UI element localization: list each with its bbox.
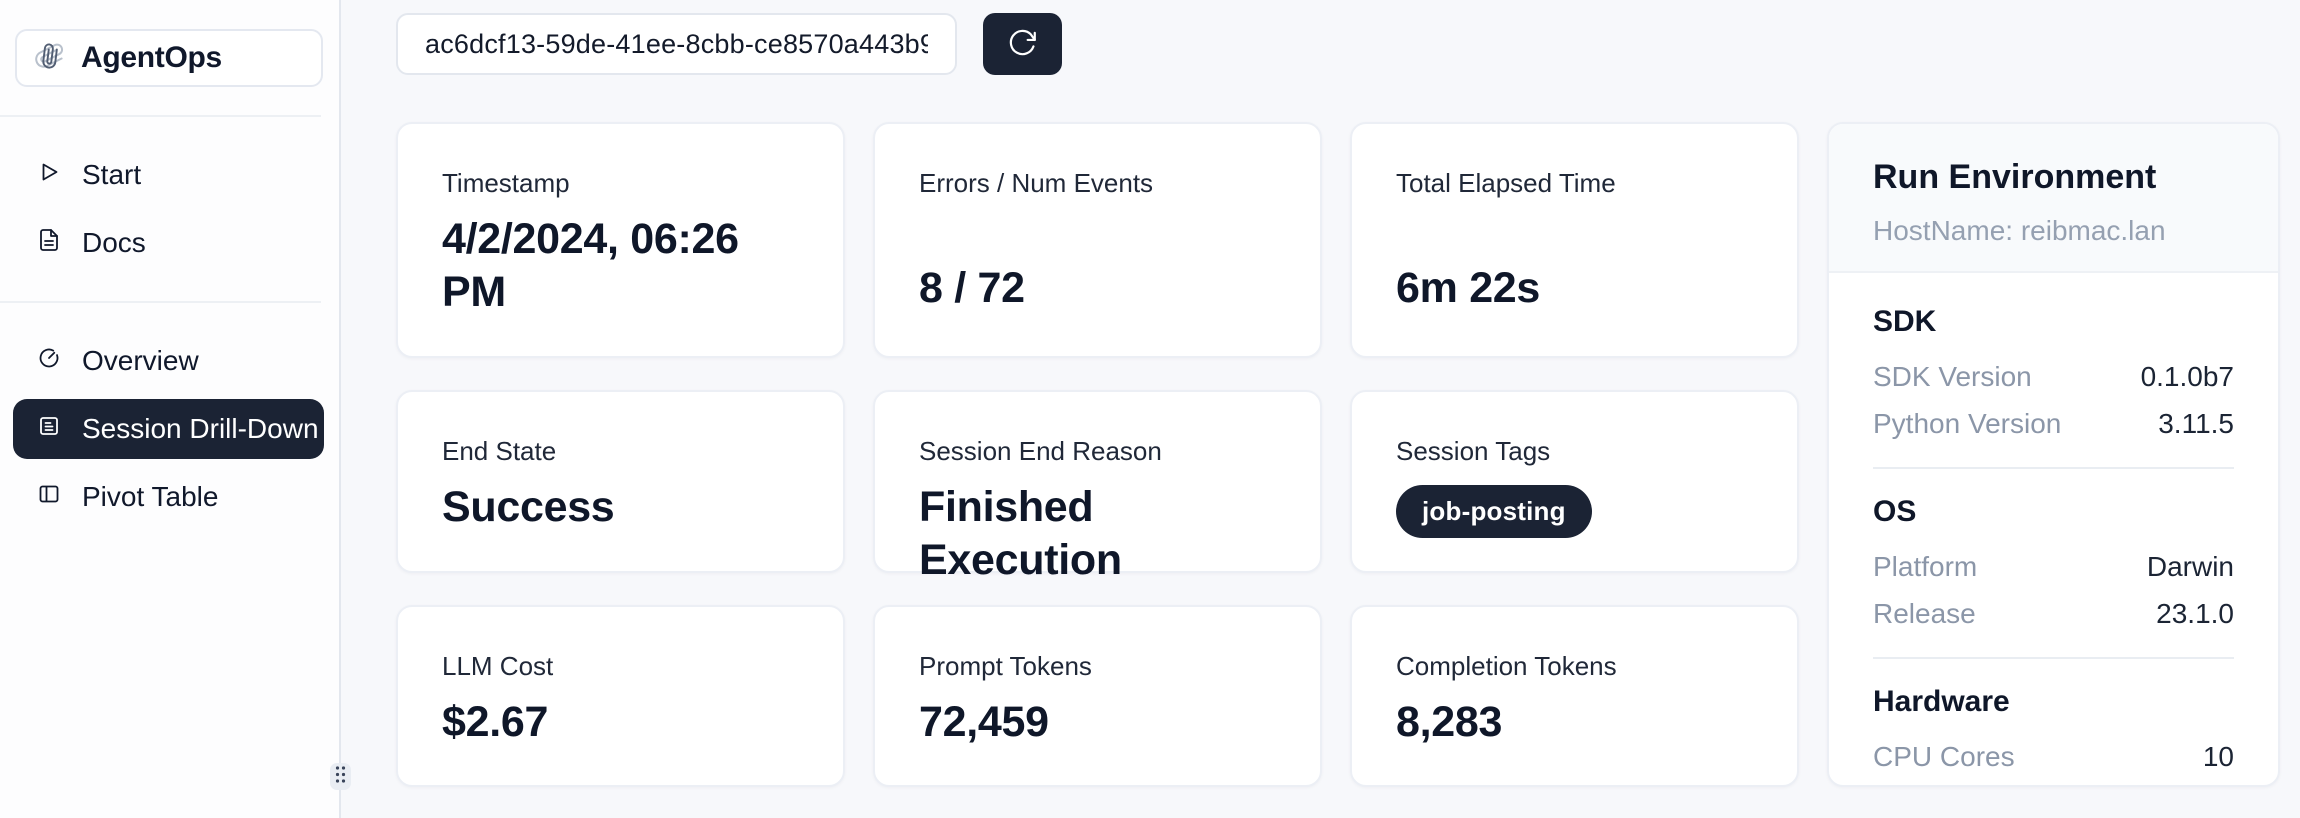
stat-label: Completion Tokens [1396,651,1617,681]
section-title-hardware: Hardware [1873,684,2010,718]
list-panel-icon [37,413,61,445]
stat-value: 6m 22s [1396,263,1541,312]
stat-card-total-elapsed-time: Total Elapsed Time 6m 22s [1350,122,1799,358]
env-row-value: Darwin [2146,550,2234,582]
env-row-value: 3.11.5 [2158,408,2234,440]
sidebar-resize-handle[interactable] [330,763,351,790]
columns-icon [37,481,61,513]
stat-value: 4/2/2024, 06:26 PM [442,215,739,316]
env-row-release: Release 23.1.0 [1873,596,2234,632]
stat-label: Session End Reason [919,436,1162,466]
sidebar-item-label: Start [82,159,142,190]
env-row-label: Python Version [1873,408,2062,440]
run-environment-header: Run Environment HostName: reibmac.lan [1829,124,2278,273]
env-row-value: 16.00 GB [2116,786,2234,787]
stat-label: End State [442,436,557,466]
section-divider [1873,656,2234,659]
paperclips-logo-icon [35,41,65,76]
stat-label: Prompt Tokens [919,651,1092,681]
stat-card-session-end-reason: Session End Reason Finished Execution [873,390,1322,584]
section-title-os: OS [1873,494,1917,528]
stat-label: LLM Cost [442,651,554,681]
play-icon [37,159,61,191]
env-row-cpu-cores: CPU Cores 10 [1873,739,2234,775]
stat-value: 8,283 [1396,698,1503,747]
env-row-label: Release [1873,598,1976,630]
stat-label: Session Tags [1396,436,1551,466]
sidebar-item-label: Pivot Table [82,481,219,512]
sidebar-divider [0,301,321,303]
env-row-value: 10 [2202,740,2234,772]
sidebar-item-pivot-table[interactable]: Pivot Table [0,463,339,531]
sidebar-item-overview[interactable]: Overview [0,327,339,395]
env-row-label: CPU Cores [1873,740,2015,772]
section-title-sdk: SDK [1873,305,1937,338]
env-row-label: SDK Version [1873,361,2032,392]
sidebar-item-label: Overview [82,345,199,376]
stat-card-completion-tokens: Completion Tokens 8,283 [1350,605,1799,787]
env-row-sdk-version: SDK Version 0.1.0b7 [1873,359,2234,395]
section-divider [1873,466,2234,469]
env-row-ram: RAM 16.00 GB [1873,786,2234,787]
stat-label: Errors / Num Events [919,168,1154,198]
sidebar: AgentOps Start [0,0,351,818]
hostname-text: HostName: reibmac.lan [1873,215,2166,246]
run-environment-panel: Run Environment HostName: reibmac.lan SD… [1827,122,2280,787]
sidebar-item-label: Docs [82,227,146,258]
stat-card-llm-cost: LLM Cost $2.67 [396,605,845,787]
sidebar-item-session-drill-down[interactable]: Session Drill-Down [13,399,324,459]
sidebar-item-label: Session Drill-Down [82,413,319,444]
sidebar-divider [0,115,321,117]
run-environment-body: SDK SDK Version 0.1.0b7 Python Version 3… [1829,273,2278,787]
env-row-label: Platform [1873,550,1978,582]
run-environment-title: Run Environment [1873,158,2157,196]
sidebar-nav-main: Overview Session Drill-Down [0,303,339,555]
sidebar-item-docs[interactable]: Docs [0,209,339,277]
stat-card-timestamp: Timestamp 4/2/2024, 06:26 PM [396,122,845,358]
main-content: Timestamp 4/2/2024, 06:26 PM Errors / Nu… [341,0,2300,818]
stat-card-end-state: End State Success [396,390,845,573]
session-tag-badge: job-posting [1396,485,1592,539]
stat-card-errors-num-events: Errors / Num Events 8 / 72 [873,122,1322,358]
document-icon [37,227,61,259]
env-row-value: 0.1.0b7 [2140,361,2234,392]
session-id-input[interactable] [396,13,957,75]
stat-value: 72,459 [919,698,1049,747]
sidebar-item-start[interactable]: Start [0,141,339,209]
gauge-icon [37,345,61,377]
session-toolbar [396,13,2300,75]
brand-name: AgentOps [81,41,222,74]
stat-card-session-tags: Session Tags job-posting [1350,390,1799,573]
stat-card-prompt-tokens: Prompt Tokens 72,459 [873,605,1322,787]
brand-logo-link[interactable]: AgentOps [15,29,323,87]
stat-label: Timestamp [442,168,570,198]
env-row-value: 23.1.0 [2156,598,2234,630]
stat-value: Success [442,483,615,532]
stat-value: 8 / 72 [919,263,1025,312]
refresh-button[interactable] [983,13,1062,75]
refresh-icon [1007,27,1038,61]
env-row-python-version: Python Version 3.11.5 [1873,406,2234,442]
env-row-platform: Platform Darwin [1873,549,2234,585]
env-row-label: RAM [1873,786,1935,787]
grip-dots-icon [333,764,348,790]
stat-value: Finished Execution [919,483,1122,584]
stat-value: $2.67 [442,698,549,747]
stats-grid: Timestamp 4/2/2024, 06:26 PM Errors / Nu… [396,122,2300,787]
stat-label: Total Elapsed Time [1396,168,1616,198]
sidebar-nav-top: Start Docs [0,117,339,301]
